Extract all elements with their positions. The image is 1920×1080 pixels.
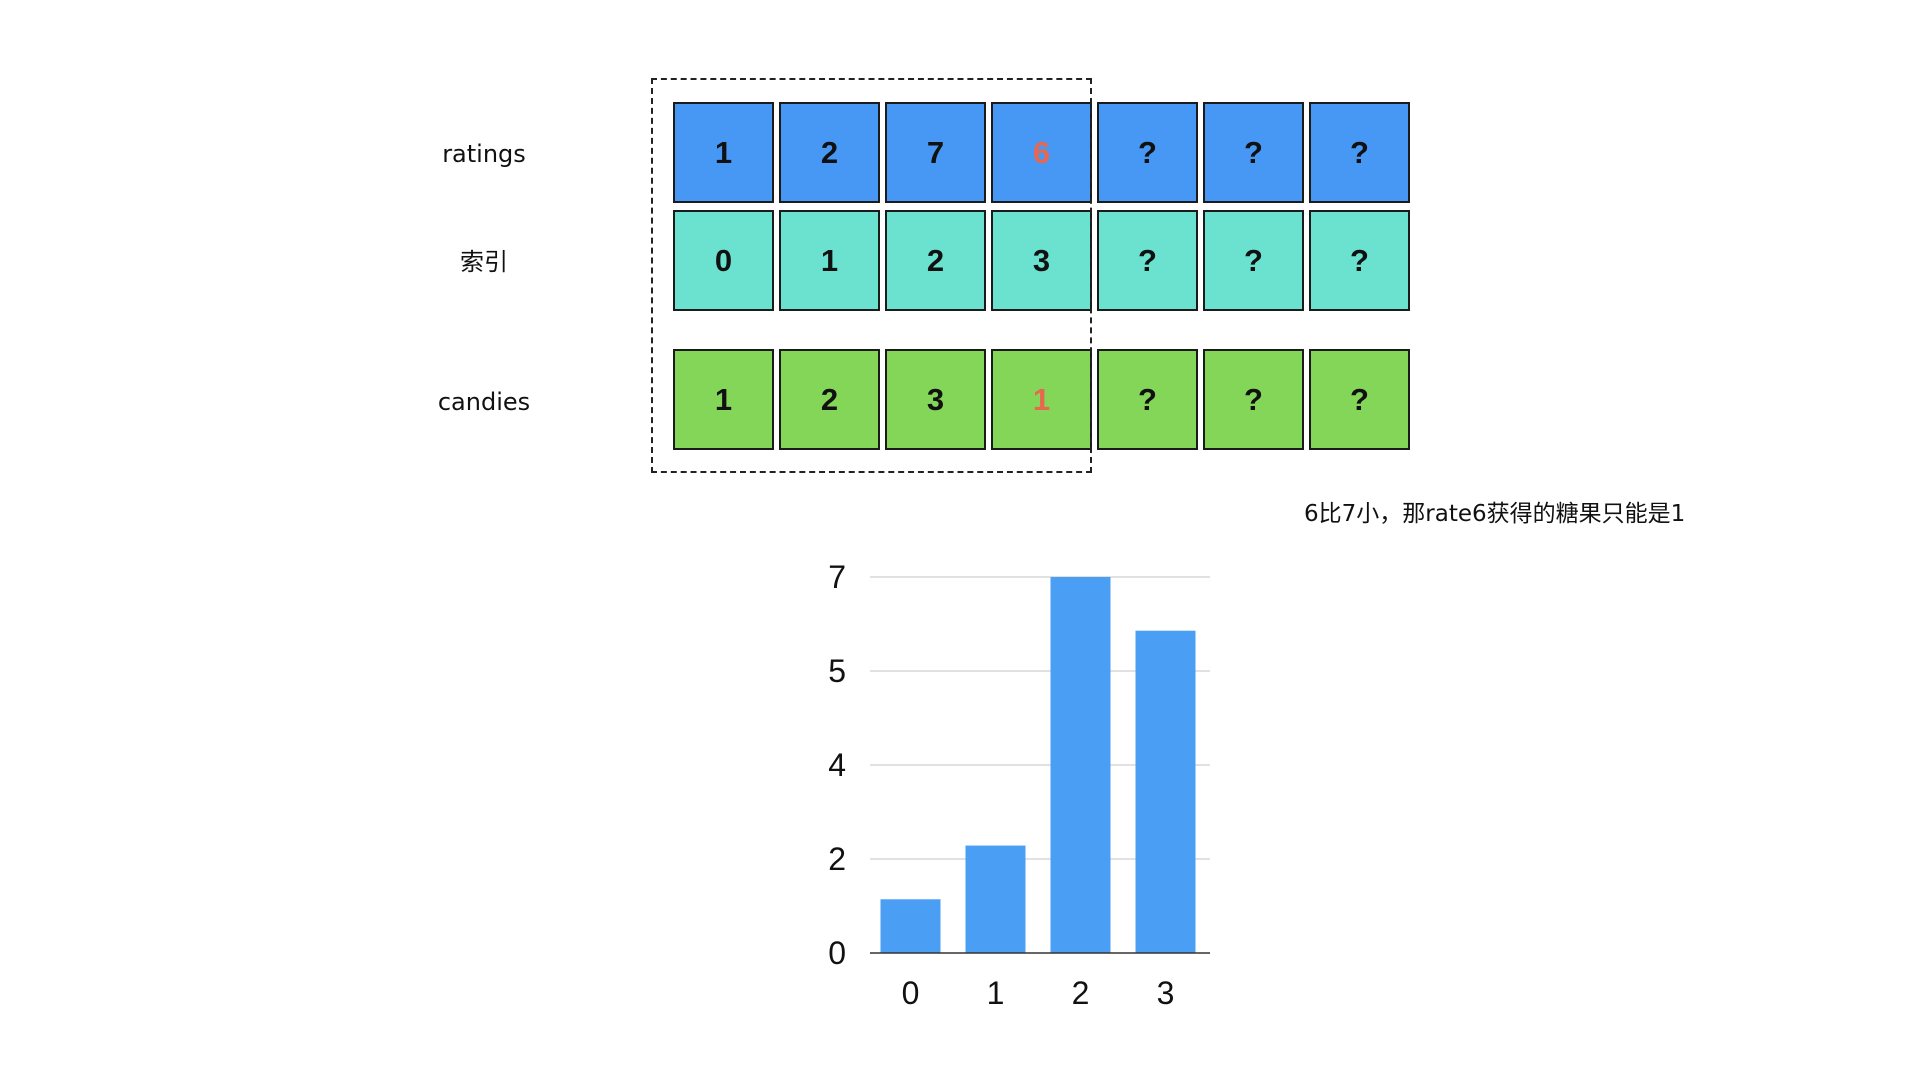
chart-y-tick-label: 4 — [828, 747, 846, 783]
candies-cell-highlighted: 1 — [991, 349, 1092, 450]
chart-x-tick-label: 2 — [1072, 975, 1090, 1011]
ratings-cell: 2 — [779, 102, 880, 203]
index-cell: 0 — [673, 210, 774, 311]
candies-cell: 2 — [779, 349, 880, 450]
candies-row: 1 2 3 1 ? ? ? — [673, 349, 1415, 450]
index-row: 0 1 2 3 ? ? ? — [673, 210, 1415, 311]
ratings-cell: 1 — [673, 102, 774, 203]
index-cell: ? — [1097, 210, 1198, 311]
ratings-cell: ? — [1203, 102, 1304, 203]
index-cell: ? — [1309, 210, 1410, 311]
chart-y-tick-label: 2 — [828, 841, 846, 877]
index-row-label: 索引 — [460, 248, 508, 276]
chart-y-tick-label: 0 — [828, 935, 846, 971]
ratings-cell: ? — [1097, 102, 1198, 203]
ratings-row-label: ratings — [442, 140, 526, 168]
chart-x-tick-label: 1 — [987, 975, 1005, 1011]
chart-bar — [1135, 630, 1196, 953]
chart-bar — [1050, 577, 1111, 953]
index-cell: ? — [1203, 210, 1304, 311]
candies-cell: 1 — [673, 349, 774, 450]
index-cell: 1 — [779, 210, 880, 311]
ratings-row: 1 2 7 6 ? ? ? — [673, 102, 1415, 203]
ratings-cell: 7 — [885, 102, 986, 203]
chart-bar — [880, 899, 941, 953]
chart-y-tick-label: 5 — [828, 653, 846, 689]
explanation-note: 6比7小，那rate6获得的糖果只能是1 — [1304, 501, 1686, 527]
candies-row-label: candies — [437, 388, 531, 416]
candies-cell: 3 — [885, 349, 986, 450]
candies-cell: ? — [1097, 349, 1198, 450]
index-cell: 2 — [885, 210, 986, 311]
chart-x-tick-label: 0 — [902, 975, 920, 1011]
chart-y-tick-label: 7 — [828, 559, 846, 595]
chart-x-tick-label: 3 — [1157, 975, 1175, 1011]
candies-cell: ? — [1203, 349, 1304, 450]
candies-cell: ? — [1309, 349, 1410, 450]
ratings-cell: ? — [1309, 102, 1410, 203]
chart-bar — [965, 845, 1026, 953]
